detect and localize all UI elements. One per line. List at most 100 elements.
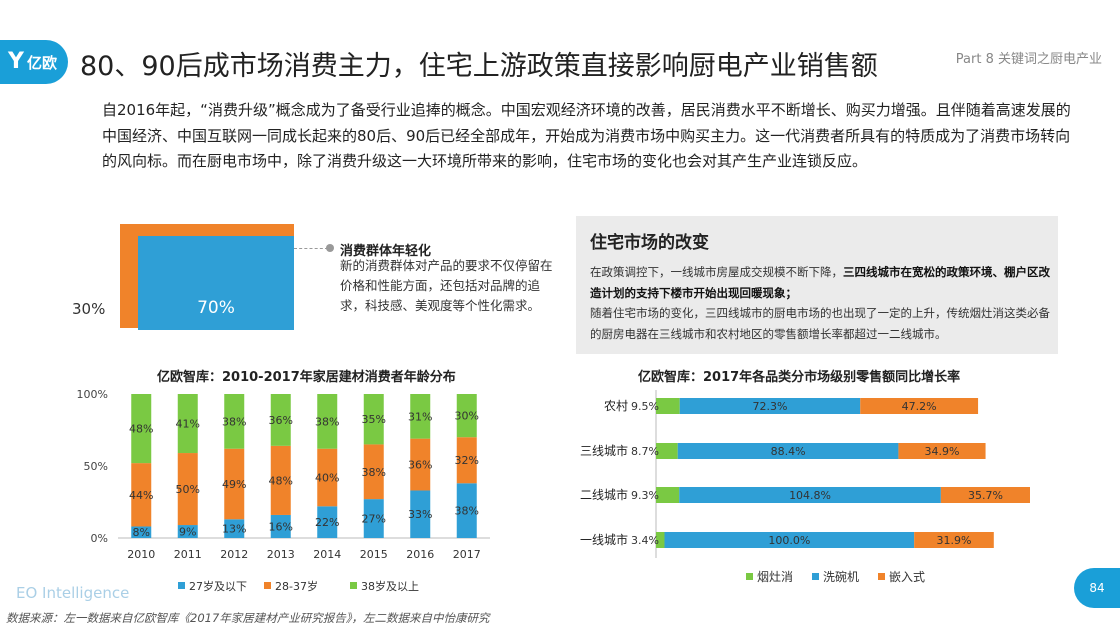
bar-value-label: 16% <box>269 520 293 533</box>
bar-segment <box>456 394 477 438</box>
bar-segment <box>177 525 198 538</box>
legend-label: 38岁及以上 <box>361 579 419 593</box>
x-tick-label: 2013 <box>267 548 295 561</box>
bar-segment <box>656 398 680 414</box>
x-tick-label: 2010 <box>127 548 155 561</box>
bar-segment <box>914 532 994 548</box>
bar-segment <box>456 437 477 484</box>
legend-swatch <box>878 573 885 580</box>
bar-value-label: 3.4% <box>631 534 659 547</box>
bar-value-label: 9.5% <box>631 400 659 413</box>
y-tick-label: 50% <box>84 460 108 473</box>
age-square-inner-label: 70% <box>197 298 235 318</box>
bar-value-label: 31% <box>408 410 432 423</box>
growth-chart-title: 亿欧智库：2017年各品类分市场级别零售额同比增长率 <box>638 370 961 385</box>
bar-value-label: 9.3% <box>631 489 659 502</box>
x-tick-label: 2016 <box>406 548 434 561</box>
bar-segment <box>898 443 986 459</box>
bar-value-label: 47.2% <box>902 400 937 413</box>
bar-segment <box>317 394 338 449</box>
bar-segment <box>860 398 979 414</box>
bar-segment <box>224 448 245 520</box>
brand-logo: Y 亿欧 <box>0 40 68 84</box>
bar-segment <box>177 394 198 454</box>
y-tick-label: 100% <box>77 388 108 401</box>
part-label: Part 8 关键词之厨电产业 <box>955 52 1102 67</box>
bar-segment <box>131 394 152 464</box>
category-label: 农村 <box>604 399 628 413</box>
bar-value-label: 36% <box>269 414 293 427</box>
bar-segment <box>131 463 152 527</box>
bar-value-label: 9% <box>179 526 196 539</box>
y-tick-label: 0% <box>91 532 108 545</box>
bar-value-label: 48% <box>129 423 153 436</box>
bar-segment <box>679 487 941 503</box>
bar-segment <box>656 487 680 503</box>
bar-segment <box>317 448 338 507</box>
bar-segment <box>410 490 431 538</box>
legend-swatch <box>350 582 357 589</box>
bar-value-label: 41% <box>176 418 200 431</box>
bar-value-label: 34.9% <box>925 445 960 458</box>
note-title: 消费群体年轻化 <box>340 244 432 259</box>
bar-segment <box>363 444 384 500</box>
bar-value-label: 38% <box>222 415 246 428</box>
bar-segment <box>363 499 384 538</box>
category-label: 二线城市 <box>580 487 628 502</box>
bar-value-label: 88.4% <box>771 445 806 458</box>
logo-text: 亿欧 <box>26 53 57 72</box>
bar-segment <box>270 445 291 515</box>
bar-value-label: 40% <box>315 472 339 485</box>
bar-segment <box>363 394 384 445</box>
bar-value-label: 38% <box>455 505 479 518</box>
housing-line1-bold: 三四线城市在宽松的政策环境、棚户区改造计划的支持下楼市开始出现回暖现象； <box>590 265 1050 300</box>
connector-line <box>294 248 328 249</box>
x-tick-label: 2015 <box>360 548 388 561</box>
bar-value-label: 31.9% <box>937 534 972 547</box>
bar-value-label: 27% <box>362 513 386 526</box>
bar-segment <box>224 394 245 449</box>
page-title: 80、90后成市场消费主力，住宅上游政策直接影响厨电产业销售额 <box>80 51 878 82</box>
bar-segment <box>317 506 338 538</box>
footer-brand: EO Intelligence <box>16 584 130 602</box>
bar-value-label: 38% <box>315 415 339 428</box>
bar-segment <box>656 532 665 548</box>
bar-segment <box>677 443 899 459</box>
x-tick-label: 2017 <box>453 548 481 561</box>
connector-dot <box>326 244 334 252</box>
page-number: 84 <box>1074 568 1120 608</box>
housing-line2: 随着住宅市场的变化，三四线城市的厨电市场的也出现了一定的上升，传统烟灶消这类必备… <box>590 306 1050 341</box>
category-label: 一线城市 <box>580 532 628 547</box>
category-label: 三线城市 <box>580 443 628 458</box>
legend-label: 嵌入式 <box>889 570 925 584</box>
bar-segment <box>940 487 1030 503</box>
bar-value-label: 8.7% <box>631 445 659 458</box>
bar-value-label: 33% <box>408 508 432 521</box>
bar-value-label: 50% <box>176 483 200 496</box>
bar-value-label: 104.8% <box>789 489 831 502</box>
legend-swatch <box>178 582 185 589</box>
bar-value-label: 13% <box>222 523 246 536</box>
x-tick-label: 2011 <box>174 548 202 561</box>
x-tick-label: 2012 <box>220 548 248 561</box>
note-body: 新的消费群体对产品的要求不仅停留在价格和性能方面，还包括对品牌的追求，科技感、美… <box>340 258 553 313</box>
bar-value-label: 8% <box>133 526 150 539</box>
legend-label: 烟灶消 <box>757 570 793 584</box>
legend-label: 28-37岁 <box>275 579 318 593</box>
bar-value-label: 35.7% <box>968 489 1003 502</box>
bar-segment <box>410 394 431 439</box>
bar-segment <box>177 453 198 526</box>
bar-segment <box>410 438 431 491</box>
bar-value-label: 38% <box>362 466 386 479</box>
data-source: 数据来源：左一数据来自亿欧智库《2017年家居建材产业研究报告》，左二数据来自中… <box>6 611 490 625</box>
bar-segment <box>656 443 678 459</box>
housing-line1-prefix: 在政策调控下，一线城市房屋成交规模不断下降， <box>590 265 843 279</box>
age-square-inner: 70% <box>138 236 294 330</box>
bar-value-label: 30% <box>455 410 479 423</box>
bar-segment <box>679 398 861 414</box>
bar-segment <box>224 519 245 538</box>
bar-value-label: 48% <box>269 474 293 487</box>
age-distribution-chart: 100% 50% 0% 8% 44% 48% 2010 9% 50% 41% 2011 13% 49% 3… <box>77 388 490 593</box>
housing-title: 住宅市场的改变 <box>590 233 709 253</box>
age-chart-title: 亿欧智库：2010-2017年家居建材消费者年龄分布 <box>157 370 456 385</box>
